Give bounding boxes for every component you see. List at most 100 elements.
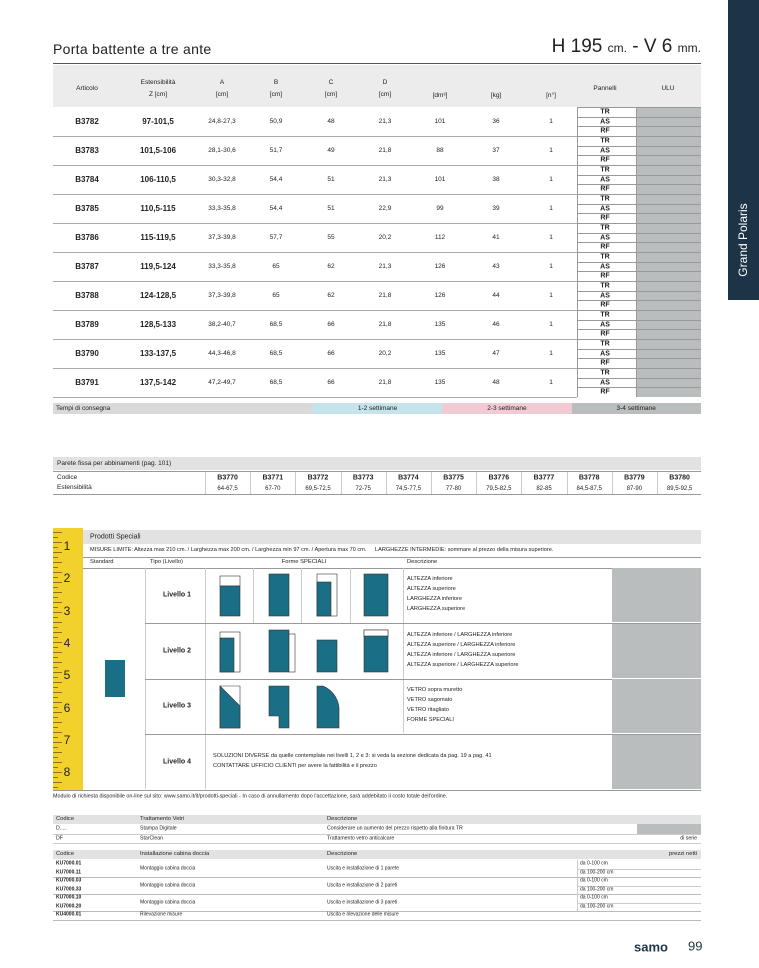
fixed-title: Parete fissa per abbinamenti (pag. 101): [57, 459, 172, 467]
fixed-label: Estensibilità: [57, 483, 92, 491]
line: [577, 184, 701, 186]
article-code: B3791: [75, 377, 99, 387]
panel-code: AS: [600, 321, 610, 329]
inst-range: da 100-200 cm: [580, 886, 614, 892]
line: [577, 358, 701, 360]
cell: 54,4: [269, 204, 283, 212]
ruler-tick: [53, 562, 62, 563]
ruler-tick: [53, 587, 58, 588]
level-description: SOLUZIONI DIVERSE da quelle contemplate …: [213, 752, 492, 759]
cell: 47,2-49,7: [208, 378, 236, 386]
cell: 110,5-115: [140, 203, 176, 213]
cell: 1: [549, 175, 553, 183]
side-tab-text: Grand Polaris: [736, 203, 750, 277]
column-header: [cm]: [378, 90, 392, 98]
ruler-tick: [53, 657, 58, 658]
fixed-range: 82-85: [536, 486, 552, 492]
fixed-range: 89,5-92,5: [666, 486, 693, 492]
cell: 37,3-39,8: [208, 233, 236, 241]
line: [577, 281, 701, 282]
panel-code: AS: [600, 118, 610, 126]
cell: 101,5-106: [139, 145, 177, 155]
inst-range: da 100-200 cm: [580, 869, 614, 875]
cell: 37: [492, 146, 500, 154]
level-description: VETRO sopra muretto: [407, 687, 463, 694]
ruler-number: 5: [63, 668, 71, 683]
line: [577, 155, 701, 157]
line: [577, 136, 701, 137]
ruler-tick: [53, 537, 58, 538]
ruler-tick: [53, 667, 58, 668]
inst-header-text: Codice: [56, 850, 75, 857]
column-header: Pannelli: [593, 84, 617, 92]
fixed-code: B3780: [669, 474, 690, 482]
panel-code: AS: [600, 350, 610, 358]
cell: 54,4: [269, 175, 283, 183]
article-code: B3784: [75, 174, 99, 184]
cell: 99: [436, 204, 444, 212]
spec-part: V 6: [643, 36, 673, 57]
inst-header-text: Descrizione: [327, 850, 358, 857]
line: [53, 894, 701, 895]
line: [577, 232, 701, 234]
ruler-tick: [53, 637, 58, 638]
level-label: Livello 2: [163, 647, 192, 654]
panel-code: TR: [600, 369, 610, 377]
cell: 39: [492, 204, 500, 212]
article-code: B3783: [75, 145, 99, 155]
ruler-number: 8: [63, 765, 71, 780]
delivery-option: [442, 403, 572, 414]
level-description: CONTATTARE UFFICIO CLIENTI per avere la …: [213, 762, 377, 769]
line: [295, 472, 297, 494]
cell: 124-128,5: [139, 290, 177, 300]
cell: 44: [492, 291, 500, 299]
panel-code: RF: [600, 185, 610, 193]
panel-code: RF: [600, 214, 610, 222]
line: [53, 165, 577, 166]
inst-desc: Uscita e installazione di 1 parete: [327, 865, 399, 871]
delivery-option: [313, 403, 443, 414]
fixed-range: 69,5-72,5: [305, 486, 331, 492]
level-description: ALTEZZA superiore / LARGHEZZA superiore: [407, 661, 519, 668]
ruler-tick: [53, 572, 62, 573]
line: [577, 213, 701, 215]
rule: [53, 63, 701, 64]
delivery-label-bg: [53, 403, 313, 414]
panel-code: TR: [600, 195, 610, 203]
panel-code: RF: [600, 156, 610, 164]
inst-code: KU7000.10: [56, 894, 82, 901]
cell: 128,5-133: [139, 319, 177, 329]
ruler-tick: [53, 597, 58, 598]
ruler-tick: [53, 632, 62, 633]
cell: 21,8: [378, 146, 392, 154]
ruler-tick: [53, 732, 62, 733]
ruler-number: 4: [63, 635, 71, 650]
side-tab: [728, 0, 759, 300]
line: [53, 397, 577, 398]
cell: 46: [492, 320, 500, 328]
fixed-label: Codice: [57, 473, 78, 481]
level-label: Livello 4: [163, 758, 192, 765]
cell: 66: [327, 378, 335, 386]
inst-code: KU7000.11: [56, 869, 82, 875]
ruler-tick: [53, 777, 58, 778]
column-header: A: [219, 78, 225, 86]
column-header: ULU: [661, 84, 675, 92]
panel-code: AS: [600, 147, 610, 155]
level-description: VETRO sagomato: [407, 697, 453, 704]
treat-cell: Considerare un aumento del prezzo rispet…: [327, 825, 463, 832]
line: [53, 471, 701, 472]
panel-code: TR: [600, 166, 610, 174]
line: [53, 368, 577, 369]
level-label: Livello 1: [163, 591, 192, 599]
column-header: [n°]: [546, 91, 556, 99]
cell: 30,3-32,8: [208, 175, 236, 183]
cell: 101: [434, 175, 446, 183]
line: [53, 919, 701, 921]
inst-code: KU4000.01: [56, 911, 82, 918]
ruler-tick: [53, 727, 58, 728]
level-gray: [612, 623, 701, 678]
panel-code: TR: [600, 253, 610, 261]
cell: 1: [549, 233, 553, 241]
